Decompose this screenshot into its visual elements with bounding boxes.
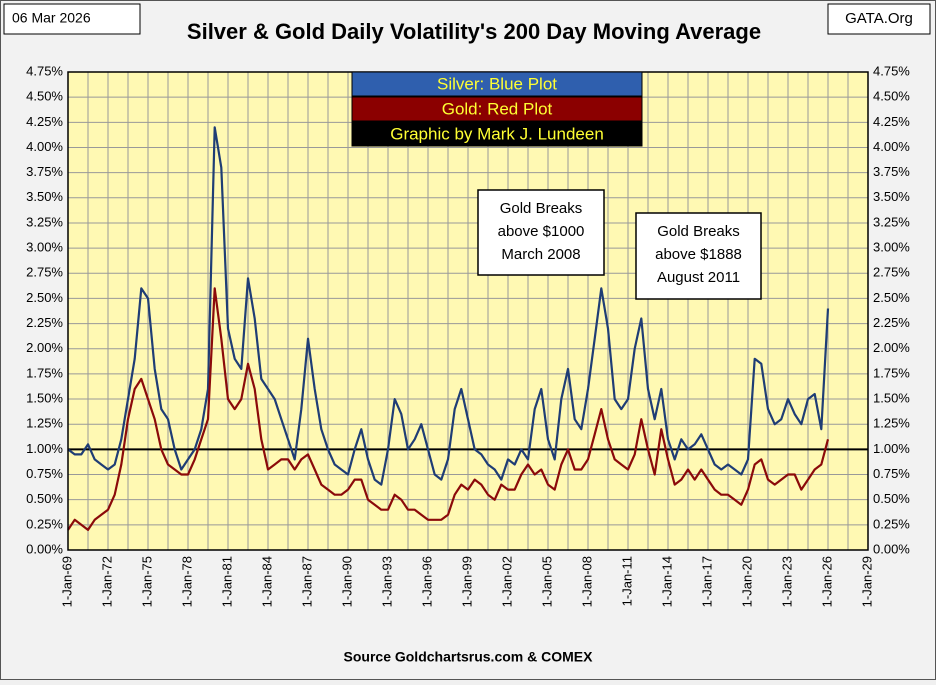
y-tick-label: 2.00% (26, 340, 63, 355)
annotation-box (477, 189, 605, 276)
x-tick-label: 1-Jan-17 (699, 556, 714, 607)
date: 06 Mar 2026 (12, 10, 91, 26)
x-tick-label: 1-Jan-02 (499, 556, 514, 607)
y2-tick-label: 1.25% (873, 416, 910, 431)
y-tick-label: 2.50% (26, 290, 63, 305)
x-tick-label: 1-Jan-78 (179, 556, 194, 607)
legend-label: Silver: Blue Plot (437, 74, 557, 93)
x-tick-label: 1-Jan-75 (139, 556, 154, 607)
y2-tick-label: 2.50% (873, 290, 910, 305)
y-tick-label: 3.75% (26, 164, 63, 179)
annotation-text: Gold Breaks (657, 223, 740, 240)
y-tick-label: 3.00% (26, 240, 63, 255)
x-tick-label: 1-Jan-81 (219, 556, 234, 607)
lines (67, 126, 868, 531)
x-tick-label: 1-Jan-29 (859, 556, 874, 607)
y2-tick-label: 3.75% (873, 164, 910, 179)
y-tick-label: 3.25% (26, 214, 63, 229)
x-tick-label: 1-Jan-72 (99, 556, 114, 607)
y2-tick-label: 2.75% (873, 265, 910, 280)
x-tick-label: 1-Jan-05 (539, 556, 554, 607)
x-tick-label: 1-Jan-96 (419, 556, 434, 607)
legend-label: Gold: Red Plot (442, 99, 553, 118)
x-tick-label: 1-Jan-23 (779, 556, 794, 607)
annotation-text: above $1000 (498, 223, 585, 240)
chart-title: Silver & Gold Daily Volatility's 200 Day… (187, 19, 761, 44)
y-tick-label: 1.75% (26, 365, 63, 380)
x-tick-label: 1-Jan-90 (339, 556, 354, 607)
y-tick-label: 3.50% (26, 189, 63, 204)
annotation-box (635, 212, 762, 300)
x-tick-label: 1-Jan-11 (619, 556, 634, 606)
y2-tick-label: 1.50% (873, 390, 910, 405)
y-tick-label: 2.75% (26, 265, 63, 280)
y-tick-label: 2.25% (26, 315, 63, 330)
annotation-text: March 2008 (501, 246, 580, 263)
x-tick-label: 1-Jan-26 (819, 556, 834, 607)
y2-tick-label: 4.00% (873, 139, 910, 154)
site: GATA.Org (845, 10, 913, 27)
credit: Graphic by Mark J. Lundeen (390, 124, 604, 143)
y-tick-label: 1.25% (26, 416, 63, 431)
credit-box (351, 121, 643, 147)
y2-tick-label: 3.00% (873, 240, 910, 255)
legend-box (351, 71, 643, 97)
x-tick-label: 1-Jan-14 (659, 556, 674, 607)
y-tick-label: 4.25% (26, 114, 63, 129)
y-tick-label: 0.25% (26, 516, 63, 531)
x-tick-label: 1-Jan-84 (259, 556, 274, 607)
y2-tick-label: 0.25% (873, 516, 910, 531)
annotation-text: above $1888 (655, 246, 742, 263)
y-tick-label: 0.50% (26, 491, 63, 506)
x-tick-label: 1-Jan-93 (379, 556, 394, 607)
y-tick-label: 4.00% (26, 139, 63, 154)
legend-box (351, 96, 643, 122)
y2-tick-label: 0.00% (873, 541, 910, 556)
y-tick-label: 1.50% (26, 390, 63, 405)
y2-tick-label: 4.75% (873, 63, 910, 78)
y-tick-label: 0.00% (26, 541, 63, 556)
y-tick-label: 1.00% (26, 441, 63, 456)
annotation-text: Gold Breaks (500, 200, 583, 217)
y-tick-label: 0.75% (26, 466, 63, 481)
x-tick-label: 1-Jan-20 (739, 556, 754, 607)
site-box (827, 3, 931, 35)
y2-tick-label: 0.75% (873, 466, 910, 481)
y2-tick-label: 1.00% (873, 441, 910, 456)
y2-tick-label: 3.25% (873, 214, 910, 229)
y2-tick-label: 2.00% (873, 340, 910, 355)
y2-tick-label: 4.25% (873, 114, 910, 129)
legend: Silver: Blue Plot Gold: Red Plot Graphic b… (351, 71, 643, 147)
series-line (67, 126, 830, 486)
y-tick-label: 4.75% (26, 63, 63, 78)
footer: Source Goldchartsrus.com & COMEX (344, 649, 594, 665)
annotation-text: August 2011 (657, 269, 740, 286)
y-tick-label: 4.50% (26, 89, 63, 104)
x-tick-label: 1-Jan-99 (459, 556, 474, 607)
x-tick-label: 1-Jan-08 (579, 556, 594, 607)
y2-tick-label: 3.50% (873, 189, 910, 204)
x-tick-label: 1-Jan-87 (299, 556, 314, 607)
date-box (3, 3, 141, 35)
series-line (67, 287, 830, 531)
y2-tick-label: 1.75% (873, 365, 910, 380)
y2-tick-label: 4.50% (873, 89, 910, 104)
y2-tick-label: 2.25% (873, 315, 910, 330)
y2-tick-label: 0.50% (873, 491, 910, 506)
x-tick-label: 1-Jan-69 (59, 556, 74, 607)
